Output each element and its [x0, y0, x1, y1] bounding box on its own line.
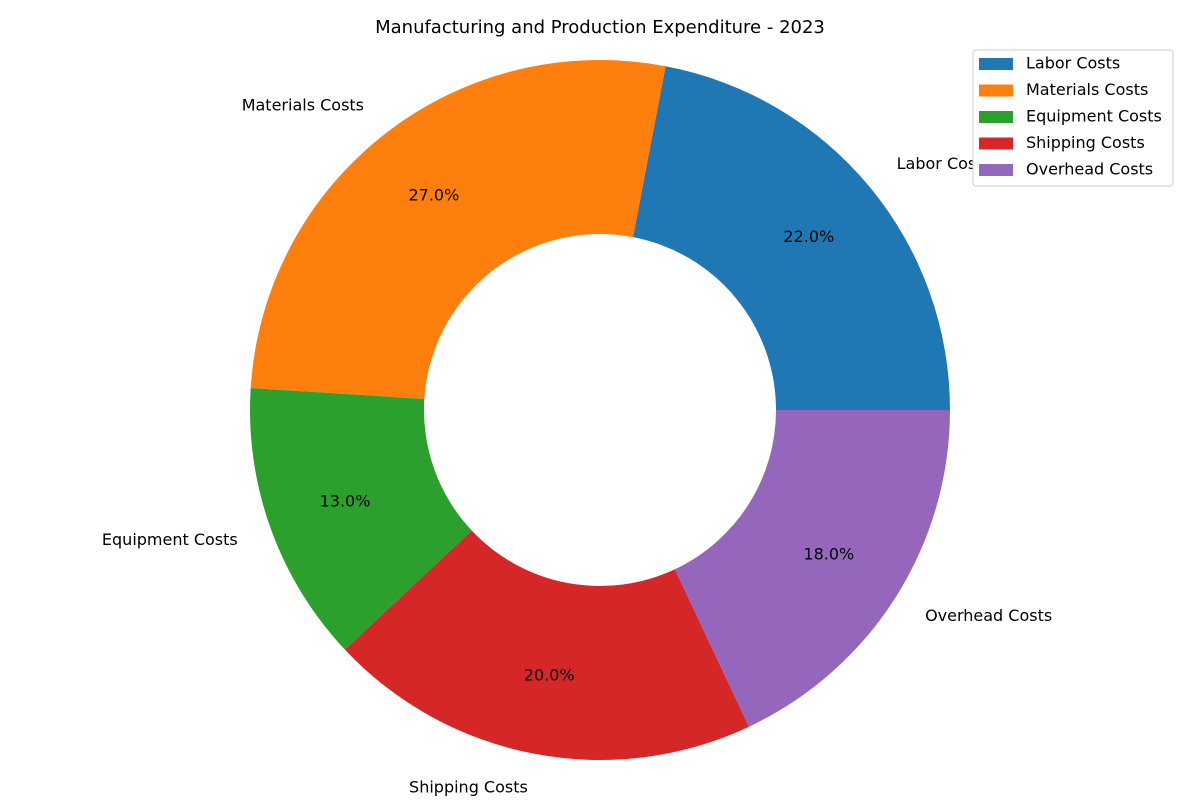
legend-swatch-shipping-costs: [979, 137, 1013, 150]
legend: Labor Costs Materials Costs Equipment Cost…: [972, 49, 1174, 187]
legend-label-materials-costs: Materials Costs: [1026, 80, 1148, 99]
legend-swatch-materials-costs: [979, 84, 1013, 97]
legend-label-equipment-costs: Equipment Costs: [1026, 107, 1162, 126]
slice-label-labor-costs: Labor Costs: [897, 154, 991, 173]
percent-label-materials-costs: 27.0%: [408, 185, 459, 204]
chart-title: Manufacturing and Production Expenditure…: [375, 17, 825, 38]
slice-materials-costs: [250, 60, 666, 399]
slice-label-materials-costs: Materials Costs: [242, 95, 364, 114]
slice-label-equipment-costs: Equipment Costs: [102, 530, 238, 549]
slice-overhead-costs: [674, 410, 950, 727]
legend-label-overhead-costs: Overhead Costs: [1026, 160, 1153, 179]
legend-box: [972, 49, 1174, 187]
slice-label-shipping-costs: Shipping Costs: [409, 778, 528, 797]
percent-label-shipping-costs: 20.0%: [524, 666, 575, 685]
legend-swatch-overhead-costs: [979, 164, 1013, 176]
legend-label-labor-costs: Labor Costs: [1026, 54, 1120, 73]
slice-shipping-costs: [344, 530, 750, 760]
slice-labor-costs: [632, 66, 950, 410]
legend-swatch-labor-costs: [979, 58, 1013, 70]
slice-equipment-costs: [250, 388, 472, 650]
percent-label-equipment-costs: 13.0%: [320, 491, 371, 510]
percent-label-labor-costs: 22.0%: [783, 227, 834, 246]
legend-label-shipping-costs: Shipping Costs: [1026, 133, 1145, 152]
slice-label-overhead-costs: Overhead Costs: [925, 606, 1052, 625]
percent-label-overhead-costs: 18.0%: [803, 545, 854, 564]
legend-swatch-equipment-costs: [979, 111, 1013, 123]
